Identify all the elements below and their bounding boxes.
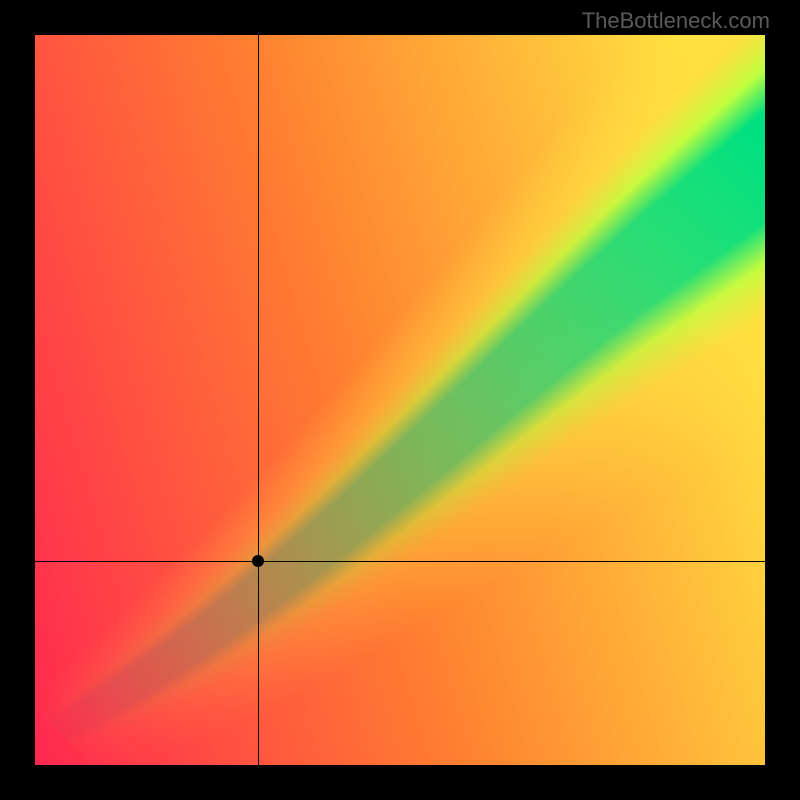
crosshair-horizontal bbox=[35, 561, 765, 562]
bottleneck-heatmap-chart bbox=[35, 35, 765, 765]
heatmap-canvas bbox=[35, 35, 765, 765]
watermark-text: TheBottleneck.com bbox=[582, 8, 770, 34]
crosshair-vertical bbox=[258, 35, 259, 765]
selection-marker-dot bbox=[252, 555, 264, 567]
